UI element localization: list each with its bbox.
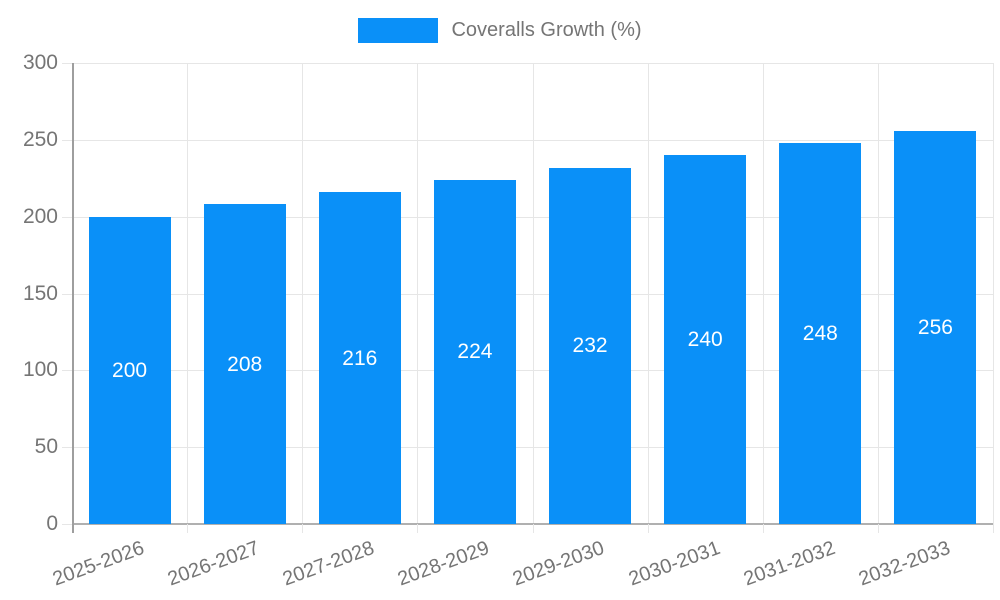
legend-swatch bbox=[358, 18, 439, 43]
bar[interactable]: 256 bbox=[894, 130, 977, 524]
y-axis-tick bbox=[62, 63, 72, 64]
bar[interactable]: 248 bbox=[779, 142, 862, 524]
x-axis-tick bbox=[993, 524, 994, 533]
x-axis-tick bbox=[877, 524, 879, 533]
x-axis-label: 2027-2028 bbox=[279, 537, 378, 591]
y-axis-label: 200 bbox=[22, 204, 58, 228]
x-gridline bbox=[187, 63, 189, 524]
y-axis-tick bbox=[62, 370, 72, 372]
x-gridline bbox=[532, 63, 534, 524]
chart-legend: Coveralls Growth (%) bbox=[0, 18, 1000, 43]
x-axis-tick bbox=[302, 524, 304, 533]
bar-value-label: 256 bbox=[917, 315, 953, 339]
bar-value-label: 232 bbox=[572, 334, 608, 358]
bar-value-label: 240 bbox=[687, 328, 723, 352]
x-gridline bbox=[993, 63, 994, 524]
bar[interactable]: 208 bbox=[203, 204, 286, 524]
x-axis-label: 2026-2027 bbox=[164, 537, 263, 591]
bar[interactable]: 240 bbox=[664, 155, 747, 524]
y-axis-label: 150 bbox=[22, 281, 58, 305]
x-gridline bbox=[762, 63, 764, 524]
x-axis-tick bbox=[187, 524, 189, 533]
bar[interactable]: 216 bbox=[318, 192, 401, 524]
y-axis-tick bbox=[62, 216, 72, 218]
y-axis-label: 0 bbox=[46, 512, 58, 535]
x-axis-tick bbox=[417, 524, 419, 533]
bar[interactable]: 200 bbox=[88, 216, 171, 524]
x-axis-label: 2028-2029 bbox=[395, 537, 493, 591]
bar-value-label: 248 bbox=[802, 321, 838, 345]
bar-value-label: 200 bbox=[112, 358, 148, 382]
x-gridline bbox=[302, 63, 304, 524]
y-axis-tick bbox=[62, 293, 72, 295]
bar-value-label: 216 bbox=[342, 346, 378, 370]
x-axis-label: 2025-2026 bbox=[49, 537, 148, 591]
y-axis-line bbox=[72, 63, 74, 533]
x-gridline bbox=[647, 63, 649, 524]
y-axis-tick bbox=[62, 524, 72, 525]
y-axis-tick bbox=[62, 139, 72, 141]
bar-value-label: 224 bbox=[457, 340, 493, 364]
x-axis-label: 2029-2030 bbox=[510, 537, 608, 591]
x-gridline bbox=[417, 63, 419, 524]
y-axis-label: 100 bbox=[22, 358, 58, 382]
x-axis-label: 2030-2031 bbox=[625, 537, 723, 591]
y-axis-label: 300 bbox=[22, 51, 58, 74]
y-axis-label: 50 bbox=[34, 435, 58, 459]
x-gridline bbox=[877, 63, 879, 524]
y-axis-tick bbox=[62, 447, 72, 449]
x-axis-tick bbox=[532, 524, 534, 533]
bar[interactable]: 224 bbox=[433, 179, 516, 524]
bar[interactable]: 232 bbox=[549, 167, 632, 524]
legend-label: Coveralls Growth (%) bbox=[451, 19, 642, 41]
y-axis-label: 250 bbox=[22, 127, 58, 151]
x-axis-tick bbox=[762, 524, 764, 533]
x-axis-tick bbox=[647, 524, 649, 533]
plot-area: 200 208 216 224 232 240 248 256 bbox=[72, 63, 994, 525]
x-axis-label: 2031-2032 bbox=[740, 537, 838, 591]
bar-value-label: 208 bbox=[227, 352, 263, 376]
x-axis-label: 2032-2033 bbox=[855, 537, 953, 591]
